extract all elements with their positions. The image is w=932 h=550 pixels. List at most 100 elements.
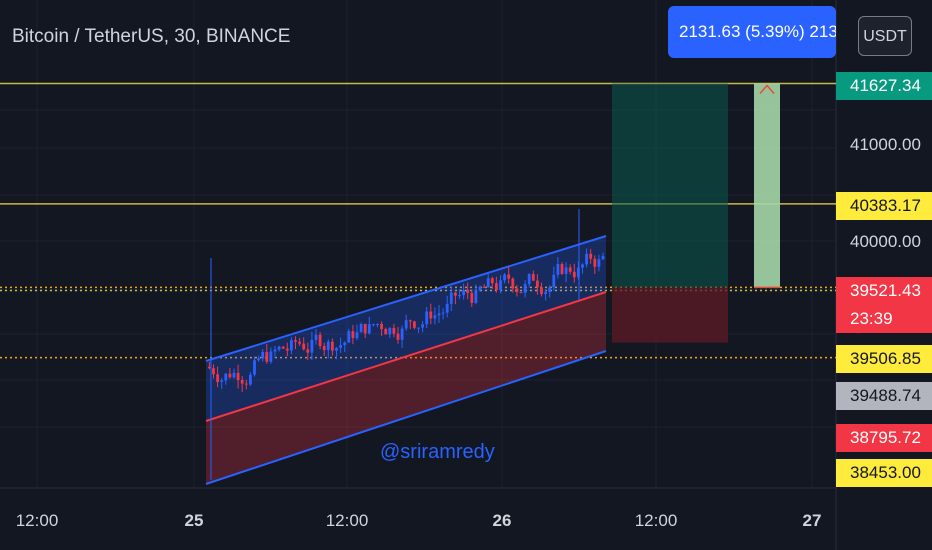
candle-body — [421, 324, 424, 328]
measure-arrow — [759, 84, 775, 94]
candle-body — [552, 274, 556, 288]
y-tick-label: 41000.00 — [850, 135, 921, 154]
candle-body — [244, 383, 248, 385]
candle-body — [564, 267, 568, 274]
candle-body — [261, 352, 265, 359]
candle-body — [400, 328, 404, 340]
channel-top-line — [205, 235, 607, 362]
candle-body — [593, 258, 597, 267]
candle-body — [372, 324, 375, 326]
measure-bar — [754, 83, 780, 288]
candle-body — [298, 341, 301, 344]
channel-bottom-line — [205, 350, 607, 485]
candle-body — [220, 380, 224, 382]
candle-body — [527, 274, 531, 285]
candle-body — [253, 360, 256, 375]
candle-body — [396, 333, 400, 340]
candle-body — [507, 274, 511, 279]
candle-body — [306, 349, 310, 353]
candle-body — [322, 346, 326, 351]
candle-body — [318, 334, 322, 347]
candle-body — [417, 327, 420, 329]
profit-zone — [612, 83, 728, 288]
x-tick-label: 12:00 — [634, 511, 678, 530]
candle-body — [511, 278, 515, 289]
candle-body — [281, 346, 285, 349]
candle-body — [265, 352, 269, 362]
candle-body — [384, 329, 388, 335]
candle-body — [445, 303, 449, 313]
candle-body — [429, 311, 433, 319]
currency-button[interactable]: USDT — [858, 16, 912, 56]
candle-body — [474, 290, 478, 303]
candle-body — [568, 267, 572, 272]
candle-body — [290, 340, 293, 351]
candle-body — [216, 374, 219, 382]
candle-body — [388, 327, 392, 335]
candle-body — [437, 313, 441, 316]
candle-body — [347, 331, 351, 343]
candle-body — [392, 327, 396, 334]
candle-body — [531, 274, 535, 281]
candle-body — [335, 347, 338, 351]
candle-body — [519, 292, 523, 294]
candle-body — [482, 286, 486, 288]
candle-body — [351, 331, 355, 339]
candle-body — [544, 292, 547, 295]
candle-body — [560, 263, 564, 274]
candle-body — [454, 292, 457, 296]
candle-body — [413, 321, 416, 328]
candle-body — [343, 342, 347, 346]
price-label-level: 38453.00 — [836, 459, 932, 487]
candle-body — [441, 312, 445, 314]
candle-body — [540, 287, 543, 295]
price-label-level: 39488.74 — [836, 382, 932, 410]
candle-body — [404, 320, 408, 329]
candle-body — [577, 267, 580, 278]
price-label-last: 39521.43 — [836, 277, 932, 305]
candle-body — [212, 368, 215, 375]
candle-body — [490, 278, 494, 284]
candle-body — [310, 339, 314, 353]
candle-body — [503, 274, 506, 281]
candle-body — [236, 372, 240, 381]
symbol-title: Bitcoin / TetherUS, 30, BINANCE — [12, 26, 291, 47]
x-tick-label: 26 — [492, 511, 512, 530]
candle-body — [294, 340, 297, 342]
candle-body — [224, 373, 228, 381]
candle-body — [589, 253, 593, 259]
candle-body — [355, 332, 359, 339]
candle-body — [331, 341, 334, 351]
candle-body — [359, 323, 363, 333]
channel-lower-fill — [206, 292, 606, 484]
candle-body — [232, 372, 236, 378]
price-label-level: 39506.85 — [836, 345, 932, 373]
candle-body — [314, 334, 318, 340]
candle-body — [495, 283, 498, 290]
candle-body — [601, 256, 605, 260]
price-label-stop: 38795.72 — [836, 424, 932, 452]
candle-body — [499, 280, 502, 290]
candle-body — [339, 345, 342, 348]
candle-body — [367, 324, 371, 334]
candle-body — [536, 280, 539, 288]
candle-body — [585, 253, 588, 265]
candle-body — [597, 259, 601, 267]
candle-body — [478, 286, 482, 291]
measure-tooltip: 2131.63 (5.39%) 2131 — [668, 6, 836, 58]
candle-body — [425, 311, 429, 325]
candle-body — [449, 292, 453, 304]
author-watermark: @sriramredy — [380, 441, 495, 463]
candle-body — [515, 288, 519, 293]
candle-body — [240, 380, 244, 384]
candle-body — [433, 315, 437, 319]
x-tick-label: 27 — [802, 511, 822, 530]
candle-body — [466, 290, 470, 293]
candle-body — [462, 290, 465, 296]
candle-body — [486, 278, 490, 288]
candle-body — [572, 271, 576, 278]
x-tick-label: 12:00 — [15, 511, 59, 530]
candle-body — [228, 373, 232, 378]
candle-body — [277, 346, 281, 350]
